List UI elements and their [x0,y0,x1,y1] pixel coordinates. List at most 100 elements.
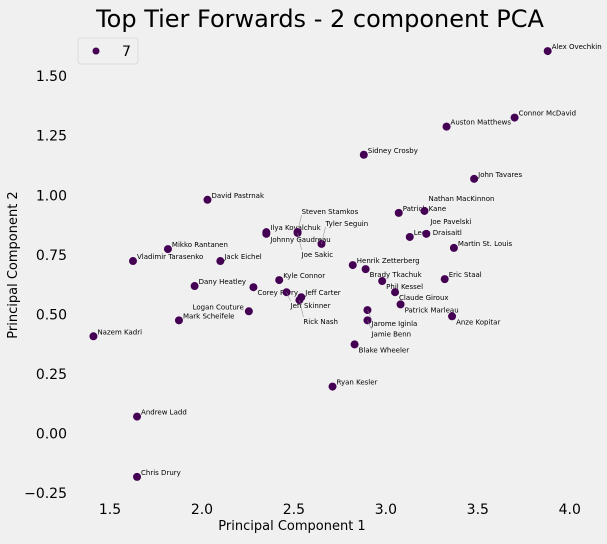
data-point-group: Leon Draisaitl [405,229,462,241]
point-label: Nathan MacKinnon [428,195,494,203]
point-label: Patrick Marleau [405,306,459,314]
point-label: Ilya Kovalchuk [270,224,321,232]
label-leader-line [321,226,326,244]
chart-title: Top Tier Forwards - 2 component PCA [95,5,544,33]
point-label: John Tavares [477,171,522,179]
point-label: Phil Kessel [386,283,423,291]
data-point [391,288,400,297]
point-label: Eric Staal [449,271,482,279]
data-point [449,243,458,252]
data-point-group: Johnny Gaudreau [262,229,331,244]
data-point-group: Vladimir Tarasenko [128,253,203,266]
point-label: Martin St. Louis [458,240,513,248]
data-point [190,282,199,291]
data-point-group: Mikko Rantanen [163,241,228,254]
point-label: Dany Heatley [199,278,246,286]
point-label: Vladimir Tarasenko [137,253,203,261]
data-point [216,257,225,266]
point-label: Corey Perry [257,289,298,297]
data-point-group: Phil Kessel [378,277,423,291]
x-tick-label: 3.5 [467,502,489,518]
data-point [262,229,271,238]
point-label: Ryan Kesler [337,379,378,387]
data-point [396,300,405,309]
data-point-group: Anze Kopitar [448,312,500,326]
data-point [470,174,479,183]
point-label: Mark Scheifele [183,312,235,320]
x-ticks: 1.5 2.0 2.5 3.0 3.5 4.0 [99,502,581,518]
data-point-group: Brady Tkachuk [361,265,423,279]
data-point [275,276,284,285]
data-point [359,150,368,159]
point-label: Tyler Seguin [324,220,368,228]
x-tick-label: 2.5 [283,502,305,518]
data-point [350,340,359,349]
data-point-group: David Pastrnak [203,192,265,204]
data-point [244,307,253,316]
label-leader-line [297,232,302,250]
data-point [405,232,414,241]
point-label: Chris Drury [141,469,181,477]
y-ticks: −0.25 0.00 0.25 0.50 0.75 1.00 1.25 1.50 [24,69,67,502]
data-point-group: Martin St. Louis [449,240,513,252]
data-point-group: Nathan MacKinnon [420,195,494,215]
data-point [128,257,137,266]
data-point [328,382,337,391]
data-point-group: Henrik Zetterberg [348,257,420,270]
point-label: Alex Ovechkin [552,43,602,51]
point-label: Logan Couture [193,303,244,311]
point-label: Joe Pavelski [429,218,471,226]
data-point [422,229,431,238]
point-label: Mikko Rantanen [172,241,228,249]
data-point [163,245,172,254]
data-point-group: Blake Wheeler [350,340,410,354]
data-point-group: Kyle Connor [275,272,325,285]
legend-marker [92,47,100,55]
legend-label: 7 [122,44,131,60]
y-tick-label: 1.25 [36,129,67,145]
data-point-group: Claude Giroux [391,288,449,302]
point-label: Johnny Gaudreau [269,236,330,244]
x-tick-label: 4.0 [559,502,581,518]
data-point-group: Nazem Kadri [89,328,142,341]
data-point [348,261,357,270]
data-point-group: Sidney Crosby [359,147,418,159]
data-points: Alex Ovechkin Connor McDavid Auston Matthe… [89,43,602,481]
point-label: Andrew Ladd [141,409,187,417]
data-point-group: Jarome Iginla [363,306,417,328]
label-leader-line [367,309,372,320]
point-label: Jarome Iginla [370,320,417,328]
data-point [89,332,98,341]
y-tick-label: 1.00 [36,188,67,204]
point-label: Blake Wheeler [359,346,410,354]
data-point-group: Corey Perry [249,283,298,297]
data-point-group: Patrick Marleau [396,300,459,314]
point-label: Anze Kopitar [456,318,500,326]
data-point [510,113,519,122]
data-point [133,412,142,421]
data-point [378,277,387,286]
label-leader-line [299,300,304,318]
point-label: Connor McDavid [519,110,577,118]
point-label: Brady Tkachuk [370,271,423,279]
label-leader-line [367,320,372,330]
data-point-group: Mark Scheifele [174,312,235,325]
data-point-group: Auston Matthews [442,119,511,131]
point-label: Jack Eichel [223,253,261,261]
legend: 7 [77,37,139,65]
y-tick-label: 0.75 [36,248,67,264]
point-label: Kyle Connor [283,272,325,280]
data-point-group: Dany Heatley [190,278,246,291]
point-label: David Pastrnak [211,192,265,200]
data-point [442,122,451,131]
label-leader-line [286,292,291,302]
data-point-group: Alex Ovechkin [543,43,602,56]
data-point-group: Tyler Seguin [317,220,368,248]
data-point-group: Eric Staal [440,271,482,284]
point-label: Jamie Benn [370,330,411,338]
y-axis-label: Principal Component 2 [6,191,21,338]
point-label: Sidney Crosby [368,147,418,155]
data-point-group: Jeff Skinner [282,288,331,310]
